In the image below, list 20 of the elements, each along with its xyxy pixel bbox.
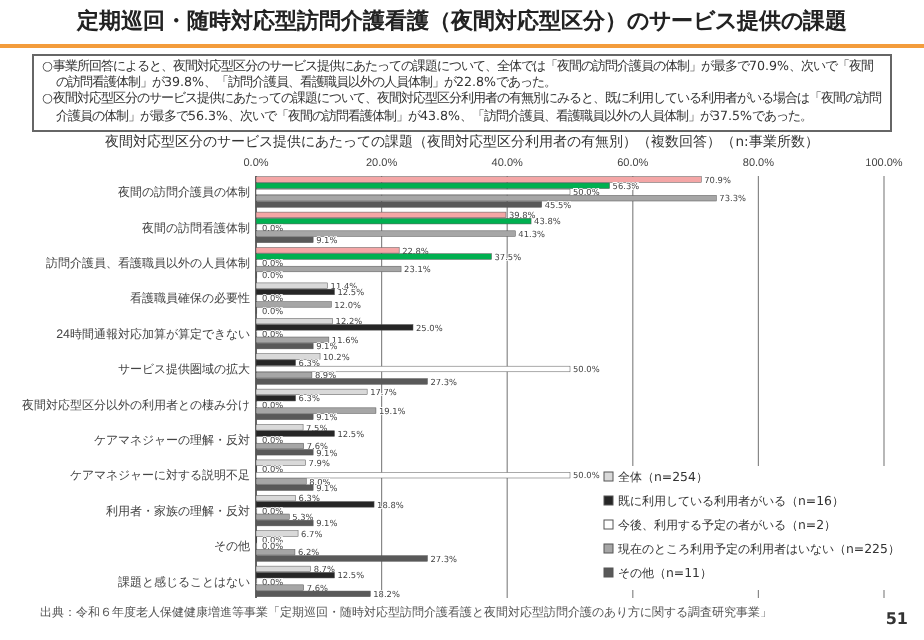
bar <box>255 176 702 183</box>
bar <box>255 472 571 479</box>
bar <box>255 572 335 579</box>
chart-title: 定期巡回・随時対応型訪問介護看護（夜間対応型区分）のサービス提供の課題 <box>0 6 924 48</box>
bar <box>255 365 571 373</box>
bar <box>255 336 330 343</box>
bar <box>255 484 314 491</box>
bar <box>255 501 375 508</box>
text: 51 <box>885 610 908 628</box>
bar <box>255 301 332 308</box>
bar <box>255 195 717 202</box>
bar <box>255 324 414 331</box>
bar <box>255 265 402 273</box>
bar <box>255 430 335 437</box>
bar <box>255 407 377 414</box>
bar <box>255 253 492 260</box>
bar <box>255 590 371 597</box>
bar <box>255 230 516 237</box>
bar <box>255 288 335 295</box>
bar <box>255 218 532 225</box>
